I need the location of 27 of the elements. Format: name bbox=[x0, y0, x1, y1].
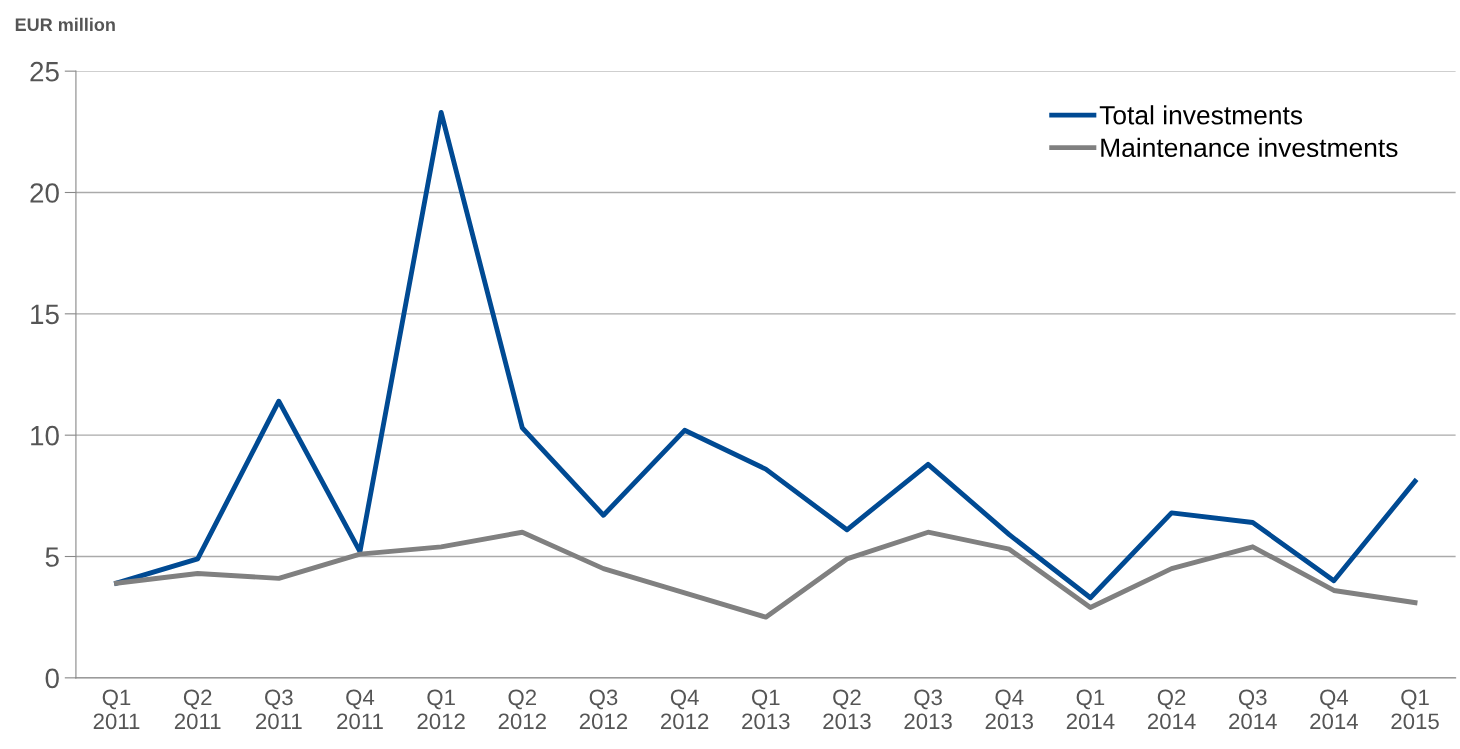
y-axis-title: EUR million bbox=[15, 17, 115, 32]
x-tick-label: Q3 2013 bbox=[904, 689, 952, 730]
x-tick-label: Q4 2013 bbox=[985, 689, 1033, 730]
y-tick-label: 25 bbox=[30, 61, 59, 82]
line-series bbox=[114, 529, 1418, 620]
legend-label: Maintenance investments bbox=[1101, 137, 1398, 158]
x-tick-label: Q1 2013 bbox=[742, 689, 790, 730]
y-tick-label: 10 bbox=[31, 425, 59, 446]
x-tick-label: Q1 2012 bbox=[417, 689, 465, 730]
x-tick-label: Q2 2014 bbox=[1147, 689, 1196, 730]
x-tick-label: Q2 2011 bbox=[174, 689, 221, 730]
x-tick-label: Q3 2011 bbox=[256, 689, 302, 730]
x-tick-label: Q4 2014 bbox=[1310, 689, 1358, 730]
y-tick-label: 5 bbox=[45, 547, 59, 567]
x-tick-label: Q4 2011 bbox=[337, 689, 383, 730]
y-tick-label: 20 bbox=[30, 183, 59, 203]
x-tick-label: Q2 2012 bbox=[498, 689, 546, 730]
x-tick-label: Q1 2011 bbox=[93, 689, 140, 730]
y-tick-label: 0 bbox=[45, 668, 59, 689]
x-tick-label: Q1 2015 bbox=[1391, 689, 1439, 730]
y-tick-label: 15 bbox=[31, 304, 59, 325]
x-tick-label: Q2 2013 bbox=[823, 689, 871, 730]
legend-label: Total investments bbox=[1099, 105, 1303, 125]
x-tick-label: Q3 2012 bbox=[579, 689, 628, 730]
x-tick-label: Q4 2012 bbox=[661, 689, 709, 730]
x-tick-label: Q3 2014 bbox=[1229, 689, 1277, 730]
x-tick-label: Q1 2014 bbox=[1066, 689, 1115, 730]
